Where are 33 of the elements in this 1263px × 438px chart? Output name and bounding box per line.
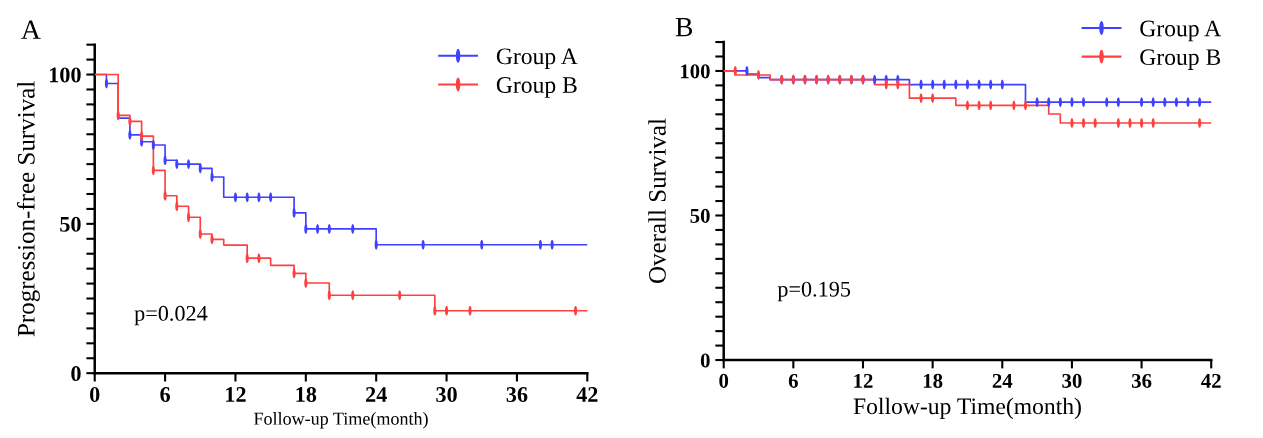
x-tick-label: 6	[160, 387, 170, 403]
y-tick-label: 0	[700, 353, 710, 368]
legend-label: Group B	[496, 77, 577, 98]
annotation: p=0.195	[777, 281, 851, 302]
y-axis-title: Progression-free Survival	[16, 81, 40, 337]
y-tick-label: 100	[680, 64, 710, 79]
x-tick-label: 0	[90, 387, 100, 403]
x-tick-label: 30	[1062, 373, 1082, 388]
x-tick-label: 12	[226, 387, 246, 402]
y-tick-label: 100	[49, 67, 81, 83]
x-tick-label: 36	[506, 387, 528, 403]
x-tick-label: 18	[296, 387, 317, 403]
x-tick-label: 24	[366, 387, 387, 402]
legend-label: Group A	[496, 48, 578, 70]
x-tick-label: 18	[923, 373, 943, 388]
x-tick-label: 6	[788, 373, 798, 388]
x-tick-label: 12	[854, 373, 873, 388]
y-tick-label: 50	[690, 208, 710, 223]
annotation: p=0.024	[134, 305, 208, 326]
legend-label: Group B	[1140, 49, 1221, 70]
x-axis-title: Follow-up Time(month)	[853, 397, 1081, 420]
x-tick-label: 36	[1131, 373, 1152, 388]
x-tick-label: 42	[576, 387, 598, 402]
y-axis-title: Overall Survival	[648, 118, 666, 283]
y-tick-label: 50	[60, 216, 81, 232]
chart-title: A	[21, 20, 41, 39]
legend-label: Group A	[1140, 20, 1222, 42]
x-tick-label: 42	[1201, 373, 1221, 388]
x-tick-label: 24	[992, 373, 1013, 388]
x-tick-label: 0	[719, 373, 729, 388]
x-axis-title: Follow-up Time(month)	[253, 412, 428, 429]
chart-title: B	[675, 17, 693, 37]
x-tick-label: 30	[436, 387, 457, 403]
